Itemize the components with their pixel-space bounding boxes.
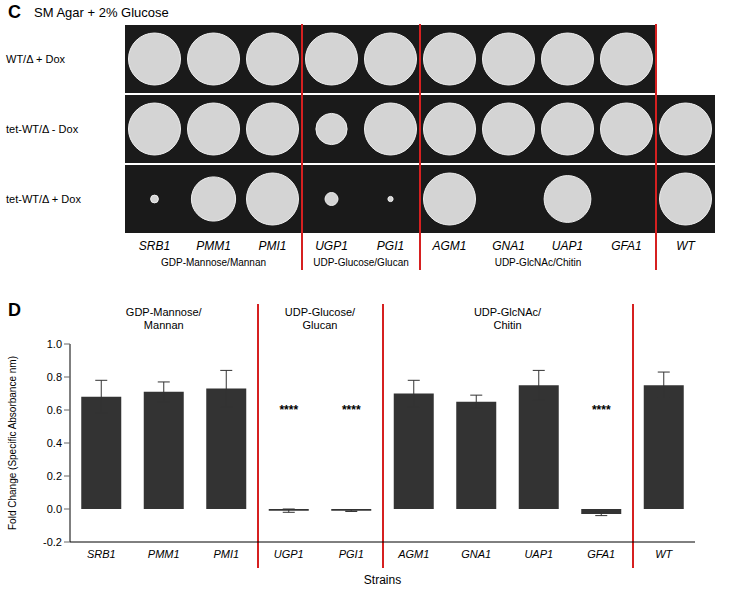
svg-text:GFA1: GFA1: [611, 239, 641, 253]
svg-text:PMM1: PMM1: [196, 239, 231, 253]
svg-text:PGI1: PGI1: [339, 548, 364, 560]
svg-text:Strains: Strains: [364, 573, 401, 587]
svg-text:SM Agar + 2% Glucose: SM Agar + 2% Glucose: [34, 5, 169, 20]
svg-text:PMM1: PMM1: [148, 548, 180, 560]
svg-text:****: ****: [279, 403, 298, 417]
svg-text:1.0: 1.0: [47, 338, 62, 350]
html-text:Mannan: Mannan: [143, 319, 184, 331]
svg-text:UDP-GlcNAc/Chitin: UDP-GlcNAc/Chitin: [495, 257, 582, 268]
svg-text:0.8: 0.8: [47, 371, 62, 383]
svg-text:AGM1: AGM1: [431, 239, 466, 253]
svg-text:GNA1: GNA1: [461, 548, 491, 560]
html-text:Glucan: Glucan: [302, 319, 338, 331]
svg-text:SRB1: SRB1: [87, 548, 116, 560]
svg-text:UAP1: UAP1: [524, 548, 553, 560]
svg-text:0.2: 0.2: [47, 470, 62, 482]
html-text:UDP-GlcNAc/: UDP-GlcNAc/: [473, 306, 542, 318]
svg-text:C: C: [8, 2, 21, 22]
svg-text:UGP1: UGP1: [315, 239, 348, 253]
svg-text:0.0: 0.0: [47, 503, 62, 515]
html-text:Chitin: Chitin: [493, 319, 522, 331]
svg-text:UGP1: UGP1: [274, 548, 304, 560]
svg-text:SRB1: SRB1: [139, 239, 170, 253]
svg-text:GNA1: GNA1: [492, 239, 525, 253]
html-text:UDP-Glucose/: UDP-Glucose/: [284, 306, 356, 318]
svg-text:tet-WT/Δ + Dox: tet-WT/Δ + Dox: [6, 193, 81, 205]
svg-text:GDP-Mannose/Mannan: GDP-Mannose/Mannan: [161, 257, 266, 268]
html-text:GDP-Mannose/: GDP-Mannose/: [125, 306, 202, 318]
svg-text:GFA1: GFA1: [587, 548, 615, 560]
svg-text:WT: WT: [655, 548, 673, 560]
svg-text:PMI1: PMI1: [258, 239, 286, 253]
svg-text:Fold Change (Specific Absorban: Fold Change (Specific Absorbance nm): [7, 356, 18, 530]
svg-text:PMI1: PMI1: [213, 548, 239, 560]
svg-text:PGI1: PGI1: [377, 239, 404, 253]
svg-text:0.6: 0.6: [47, 404, 62, 416]
svg-text:AGM1: AGM1: [397, 548, 429, 560]
html-text:D: D: [8, 300, 21, 320]
svg-text:-0.2: -0.2: [43, 536, 62, 548]
svg-text:tet-WT/Δ - Dox: tet-WT/Δ - Dox: [6, 123, 79, 135]
svg-text:UDP-Glucose/Glucan: UDP-Glucose/Glucan: [313, 257, 409, 268]
svg-text:WT: WT: [676, 239, 696, 253]
svg-text:WT/Δ + Dox: WT/Δ + Dox: [6, 53, 65, 65]
svg-text:0.4: 0.4: [47, 437, 62, 449]
svg-text:****: ****: [592, 403, 611, 417]
svg-text:****: ****: [342, 403, 361, 417]
svg-text:UAP1: UAP1: [552, 239, 583, 253]
